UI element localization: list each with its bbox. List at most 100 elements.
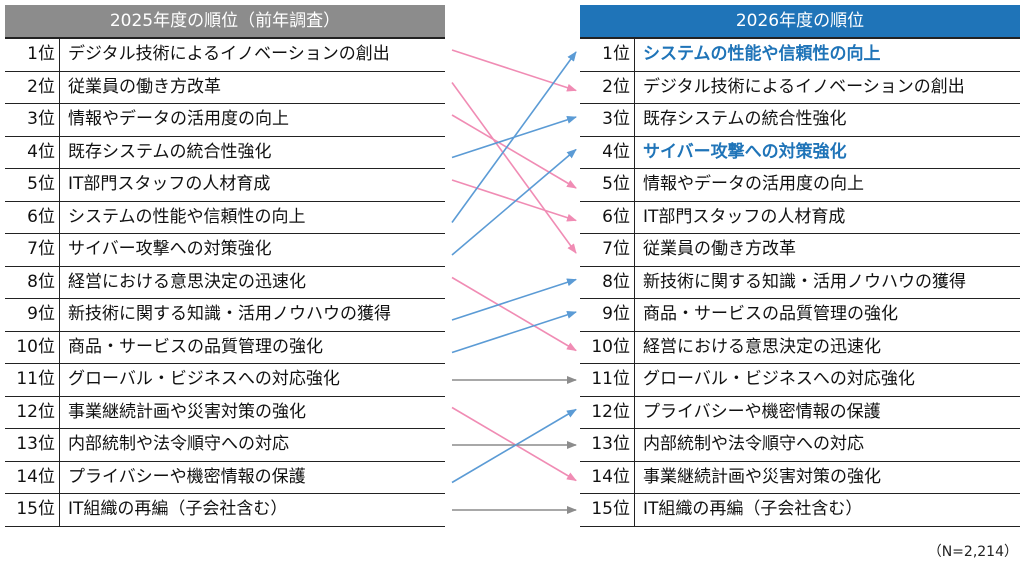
table-row: 4位 既存システムの統合性強化	[5, 136, 445, 169]
item-label: IT組織の再編（子会社含む）	[643, 499, 863, 519]
table-row: 8位 経営における意思決定の迅速化	[5, 266, 445, 299]
item-label: IT部門スタッフの人材育成	[68, 174, 271, 194]
item-label: サイバー攻撃への対策強化	[643, 141, 847, 162]
rank: 3位	[5, 104, 60, 136]
rank: 6位	[5, 201, 60, 233]
rank-change-arrow	[451, 310, 577, 354]
table-row: 7位 サイバー攻撃への対策強化	[5, 234, 445, 267]
rank: 11位	[5, 364, 60, 396]
item-label: 従業員の働き方改革	[68, 76, 221, 97]
rank: 7位	[580, 234, 635, 266]
right-header: 2026年度の順位	[580, 5, 1020, 39]
item-label: 商品・サービスの品質管理の強化	[643, 304, 898, 324]
item-label: 商品・サービスの品質管理の強化	[68, 336, 323, 357]
item-label: デジタル技術によるイノベーションの創出	[643, 76, 965, 97]
rank: 15位	[5, 494, 60, 526]
table-row: 14位 事業継続計画や災害対策の強化	[580, 461, 1020, 494]
table-row: 8位 新技術に関する知識・活用ノウハウの獲得	[580, 266, 1020, 299]
sample-note: （N=2,214）	[927, 544, 1018, 560]
table-row: 12位 事業継続計画や災害対策の強化	[5, 396, 445, 429]
rank-change-arrow	[451, 51, 577, 223]
table-row: 10位 商品・サービスの品質管理の強化	[5, 331, 445, 364]
rank: 15位	[580, 494, 635, 526]
rank: 13位	[5, 429, 60, 461]
item-label: IT組織の再編（子会社含む）	[68, 499, 288, 519]
table-row: 1位 システムの性能や信頼性の向上	[580, 39, 1020, 72]
rank: 6位	[580, 201, 635, 233]
rank-change-arrow	[451, 148, 577, 256]
item-label: 経営における意思決定の迅速化	[68, 271, 306, 292]
rank: 8位	[580, 266, 635, 298]
item-label: 経営における意思決定の迅速化	[643, 336, 881, 357]
table-row: 12位 プライバシーや機密情報の保護	[580, 396, 1020, 429]
table-row: 3位 既存システムの統合性強化	[580, 104, 1020, 137]
table-row: 2位 従業員の働き方改革	[5, 71, 445, 104]
rank: 4位	[5, 136, 60, 168]
table-row: 13位 内部統制や法令順守への対応	[580, 429, 1020, 462]
item-label: 内部統制や法令順守への対応	[68, 434, 289, 454]
item-label: 新技術に関する知識・活用ノウハウの獲得	[643, 271, 966, 292]
rank: 7位	[5, 234, 60, 266]
left-header: 2025年度の順位（前年調査）	[5, 5, 445, 39]
rank-change-arrow	[451, 114, 577, 189]
table-row: 11位 グローバル・ビジネスへの対応強化	[5, 364, 445, 397]
rank: 8位	[5, 266, 60, 298]
item-label: グローバル・ビジネスへの対応強化	[643, 369, 915, 389]
rank-change-arrow	[451, 49, 577, 92]
rank: 10位	[5, 331, 60, 363]
item-label: デジタル技術によるイノベーションの創出	[68, 44, 390, 64]
rank-change-arrow	[451, 179, 577, 222]
rank: 3位	[580, 104, 635, 136]
table-row: 9位 商品・サービスの品質管理の強化	[580, 299, 1020, 332]
rank: 13位	[580, 429, 635, 461]
rank: 1位	[580, 39, 635, 71]
rank: 9位	[5, 299, 60, 331]
item-label: プライバシーや機密情報の保護	[643, 401, 881, 422]
table-row: 3位 情報やデータの活用度の向上	[5, 104, 445, 137]
rank: 11位	[580, 364, 635, 396]
item-label: 情報やデータの活用度の向上	[643, 174, 864, 194]
item-label: 事業継続計画や災害対策の強化	[68, 401, 306, 422]
table-row: 5位 情報やデータの活用度の向上	[580, 169, 1020, 202]
item-label: システムの性能や信頼性の向上	[643, 44, 881, 64]
rank: 9位	[580, 299, 635, 331]
table-row: 1位 デジタル技術によるイノベーションの創出	[5, 39, 445, 72]
item-label: 内部統制や法令順守への対応	[643, 434, 864, 454]
rank: 1位	[5, 39, 60, 71]
rank: 2位	[5, 71, 60, 103]
item-label: 既存システムの統合性強化	[68, 141, 272, 162]
item-label: グローバル・ビジネスへの対応強化	[68, 369, 340, 389]
rank-change-arrow	[451, 408, 577, 484]
table-row: 5位 IT部門スタッフの人材育成	[5, 169, 445, 202]
table-row: 13位 内部統制や法令順守への対応	[5, 429, 445, 462]
rank: 10位	[580, 331, 635, 363]
rank: 12位	[5, 396, 60, 428]
item-label: システムの性能や信頼性の向上	[68, 206, 306, 227]
item-label: 従業員の働き方改革	[643, 239, 796, 259]
item-label: 情報やデータの活用度の向上	[68, 109, 289, 129]
table-row: 2位 デジタル技術によるイノベーションの創出	[580, 71, 1020, 104]
item-label: プライバシーや機密情報の保護	[68, 466, 306, 487]
right-table: 2026年度の順位 1位 システムの性能や信頼性の向上 2位 デジタル技術によるイノベ…	[580, 5, 1020, 527]
table-row: 14位 プライバシーや機密情報の保護	[5, 461, 445, 494]
rank-change-arrow	[451, 278, 577, 321]
table-row: 7位 従業員の働き方改革	[580, 234, 1020, 267]
rank: 4位	[580, 136, 635, 168]
left-table: 2025年度の順位（前年調査） 1位 デジタル技術によるイノベーションの創出 2位従…	[5, 5, 445, 527]
rank: 5位	[580, 169, 635, 201]
item-label: 新技術に関する知識・活用ノウハウの獲得	[68, 304, 391, 324]
table-row: 11位 グローバル・ビジネスへの対応強化	[580, 364, 1020, 397]
table-row: 6位 IT部門スタッフの人材育成	[580, 201, 1020, 234]
table-row: 15位 IT組織の再編（子会社含む）	[580, 494, 1020, 527]
table-row: 6位 システムの性能や信頼性の向上	[5, 201, 445, 234]
item-label: 既存システムの統合性強化	[643, 109, 847, 129]
table-row: 4位 サイバー攻撃への対策強化	[580, 136, 1020, 169]
rank: 14位	[5, 461, 60, 493]
rank-change-arrow	[451, 406, 577, 482]
rank-change-arrow	[451, 82, 577, 254]
rank-change-arrow	[451, 276, 577, 352]
item-label: サイバー攻撃への対策強化	[68, 239, 272, 259]
rank: 14位	[580, 461, 635, 493]
